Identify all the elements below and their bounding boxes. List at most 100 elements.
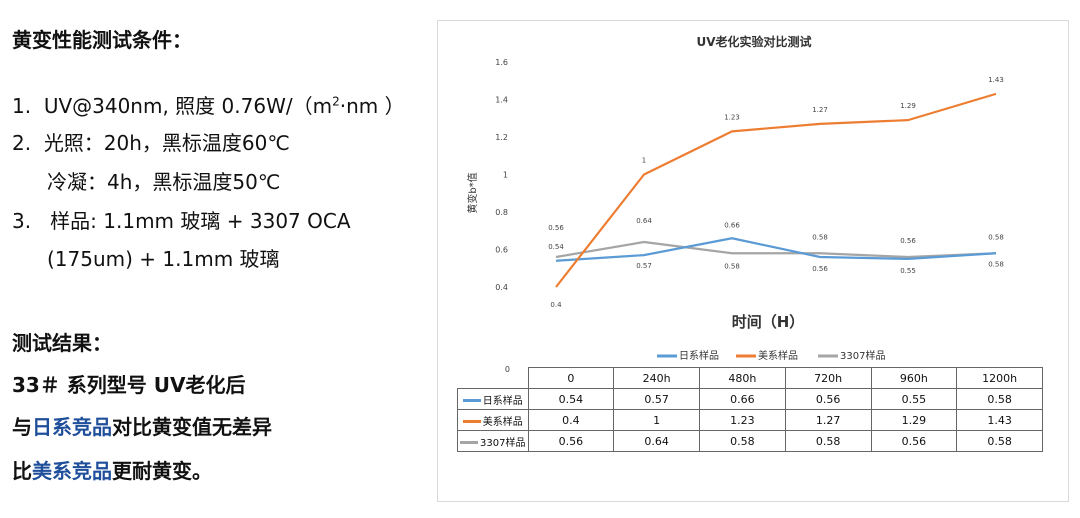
table-series-key [462,420,481,423]
data-label: 1.29 [900,102,916,110]
table-series-name: 日系样品 [482,395,523,407]
table-header-cell: 960h [870,367,958,389]
result-line-2: 与日系竞品对比黄变值无差异 [12,411,272,440]
table-header-row: 0 240h 480h 720h 960h 1200h [458,367,1043,389]
data-table: 0 240h 480h 720h 960h 1200h 日系样品 0.54 0.57 0.66 0… [457,367,1043,452]
table-cell: 1 [613,409,700,431]
table-header-cell: 240h [613,367,700,389]
table-cell: 0.66 [699,388,786,410]
table-header-cell: 0 [527,367,615,389]
table-cell: 0.64 [613,430,700,452]
table-corner [458,368,529,389]
test-description: 黄变性能测试条件： 1. UV@340nm, 照度 0.76W/（m2·nm ）… [0,0,430,518]
data-label: 0.56 [900,237,916,245]
table-series-name: 3307样品 [480,437,526,449]
table-header-cell: 720h [784,367,872,389]
data-label: 0.4 [550,301,562,309]
data-label: 1.23 [724,113,740,121]
legend-entry: 美系样品 [758,349,798,362]
table-series-cell: 日系样品 [457,388,529,410]
conditions-title: 黄变性能测试条件： [12,28,192,52]
table-cell: 1.27 [784,409,872,431]
table-series-cell: 3307样品 [457,430,529,452]
data-label: 1 [642,157,646,165]
data-label: 0.58 [988,260,1004,268]
data-label: 0.57 [636,262,652,270]
table-cell: 0.54 [527,388,615,410]
table-row: 3307样品 0.56 0.64 0.58 0.58 0.56 0.58 [457,430,1043,452]
result-line-2-post: 对比黄变值无差异 [112,415,272,439]
x-axis-title: 时间（H） [732,313,805,331]
data-label: 0.55 [900,267,916,275]
condition-2-text: 光照：20h，黑标温度60℃ [43,131,290,155]
table-cell: 0.58 [956,430,1043,452]
condition-2: 2. 光照：20h，黑标温度60℃ [12,127,290,156]
table-cell: 0.58 [956,388,1043,410]
data-label: 0.56 [812,265,828,273]
y-tick-label: 1 [503,171,508,180]
table-cell: 0.58 [784,430,872,452]
chart-title: UV老化实验对比测试 [696,34,811,49]
condition-1-tail: ·nm ） [339,94,405,118]
table-cell: 0.56 [527,430,615,452]
data-label: 1.27 [812,106,828,114]
table-row: 美系样品 0.4 1 1.23 1.27 1.29 1.43 [457,409,1043,431]
condition-1: 1. UV@340nm, 照度 0.76W/（m2·nm ） [12,90,405,119]
condition-1-number: 1. [12,94,32,118]
result-line-3-post: 更耐黄变。 [112,459,212,483]
y-axis-title: 黄变b*值 [466,172,479,213]
series-lines [555,92,997,288]
y-tick-label: 1.4 [495,96,508,105]
table-cell: 0.58 [699,430,786,452]
condition-3b: (175um) + 1.1mm 玻璃 [47,247,280,271]
result-line-2-pre: 与 [12,415,32,439]
american-competitor-highlight: 美系竞品 [32,459,112,483]
data-label: 0.54 [548,243,564,251]
legend: 日系样品 美系样品 3307样品 [657,349,885,362]
table-series-cell: 美系样品 [457,409,529,431]
y-tick-label: 0.4 [495,283,508,292]
table-cell: 0.55 [870,388,958,410]
table-cell: 0.57 [613,388,700,410]
table-cell: 0.56 [784,388,872,410]
data-label: 0.58 [988,233,1004,241]
series-line [555,237,997,262]
y-tick-label: 1.2 [495,133,508,142]
table-row: 日系样品 0.54 0.57 0.66 0.56 0.55 0.58 [457,388,1043,410]
condition-1-text: UV@340nm, 照度 0.76W/（m [43,94,333,118]
y-axis-ticks: 0.4 0.6 0.8 1 1.2 1.4 1.6 [495,58,508,292]
condition-3: 3. 样品: 1.1mm 玻璃 + 3307 OCA [12,205,351,234]
data-label: 0.66 [724,221,740,229]
data-label: 1.43 [988,76,1004,84]
table-cell: 1.43 [956,409,1043,431]
table-cell: 0.4 [527,409,615,431]
japanese-competitor-highlight: 日系竞品 [32,415,112,439]
data-label: 0.64 [636,217,652,225]
legend-entry: 3307样品 [840,349,885,362]
condition-2-number: 2. [12,131,32,155]
result-line-1: 33＃ 系列型号 UV老化后 [12,373,246,397]
table-cell: 1.29 [870,409,958,431]
table-header-cell: 1200h [956,367,1043,389]
condition-1-superscript: 2 [332,94,340,109]
line-chart: UV老化实验对比测试 黄变b*值 时间（H） 0 0.4 0.6 0.8 1 1.2 1.… [466,34,1004,374]
table-cell: 0.56 [870,430,958,452]
data-label: 0.56 [548,224,564,232]
table-series-name: 美系样品 [482,416,523,428]
data-label: 0.58 [812,233,828,241]
y-tick-label: 0.6 [495,246,508,255]
table-cell: 1.23 [699,409,786,431]
result-line-3: 比美系竞品更耐黄变。 [12,455,212,484]
table-series-key [460,441,479,444]
results-title: 测试结果： [12,331,112,355]
y-tick-label: 0.8 [495,208,508,217]
y-tick-label: 1.6 [495,58,508,67]
condition-3-number: 3. [12,209,32,233]
result-line-3-pre: 比 [12,459,32,483]
series-line [555,240,997,259]
legend-entry: 日系样品 [679,349,719,362]
data-label: 0.58 [724,262,740,270]
table-header-cell: 480h [699,367,786,389]
chart-panel: UV老化实验对比测试 黄变b*值 时间（H） 0 0.4 0.6 0.8 1 1.2 1.… [437,20,1069,502]
condition-3-text: 样品: 1.1mm 玻璃 + 3307 OCA [50,209,351,233]
